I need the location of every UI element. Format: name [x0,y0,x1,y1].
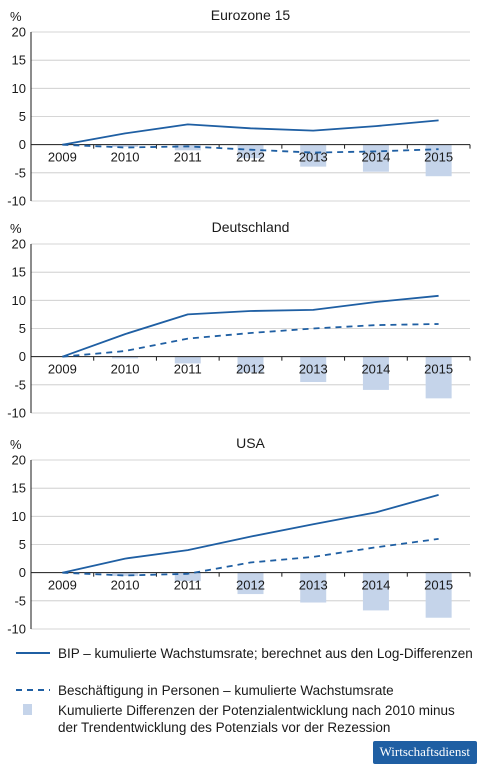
x-tick-label: 2015 [424,150,453,165]
y-axis-unit-label: % [10,437,22,452]
y-tick-label: 0 [19,349,26,364]
x-tick-label: 2014 [361,150,390,165]
potential-bar [237,144,264,159]
potential-bar [112,356,139,359]
x-tick-label: 2012 [236,578,265,593]
legend-item-potential: Kumulierte Differenzen der Potenzialentw… [16,702,476,736]
y-tick-label: 5 [19,321,26,336]
legend-dashed-line-symbol [16,682,50,699]
publisher-badge: Wirtschaftsdienst [372,741,477,764]
legend-label-bip: BIP – kumulierte Wachstumsrate; berechne… [58,646,473,661]
x-tick-label: 2010 [111,578,140,593]
y-tick-label: 0 [19,565,26,580]
legend-solid-line-symbol [16,645,50,662]
potential-bar [362,572,389,611]
potential-bar [112,572,139,577]
bip-series-line [62,119,439,146]
y-tick-label: 15 [12,53,26,68]
y-tick-label: 5 [19,109,26,124]
x-tick-label: 2010 [111,150,140,165]
x-tick-label: 2010 [111,362,140,377]
x-tick-label: 2012 [236,362,265,377]
x-tick-label: 2009 [48,578,77,593]
x-tick-label: 2014 [361,578,390,593]
x-tick-label: 2013 [299,150,328,165]
employment-series-line [62,538,439,577]
potential-bar [425,356,452,399]
y-axis-unit-label: % [10,9,22,24]
x-tick-label: 2011 [174,150,202,165]
y-tick-label: 10 [12,509,26,524]
y-axis-unit-label: % [10,221,22,236]
legend-bar-symbol [16,702,50,719]
chart-panel-3: USA% -10 -5 0 5 10 15 20 2009 2010 2011 2012 2013 201… [7,435,471,637]
x-tick-label: 2015 [424,578,453,593]
x-tick-label: 2013 [299,578,328,593]
potential-bar [425,572,452,618]
x-tick-label: 2009 [48,150,77,165]
x-tick-label: 2009 [48,362,77,377]
chart-title: Deutschland [212,219,290,235]
y-tick-label: 10 [12,293,26,308]
legend-label-potential: Kumulierte Differenzen der Potenzialentw… [58,703,455,735]
potential-bar [300,144,327,167]
y-tick-label: -5 [14,593,26,608]
chart-title: Eurozone 15 [211,7,291,23]
chart-panel-1: Eurozone 15% -10 -5 0 5 10 15 20 2009 2010 2011 201… [7,7,471,209]
potential-bar [174,144,201,151]
potential-bar [362,356,389,390]
x-tick-label: 2014 [361,362,390,377]
y-tick-label: 0 [19,137,26,152]
potential-bar [112,144,139,147]
employment-series-line [62,323,439,358]
y-tick-label: 5 [19,537,26,552]
chart-title: USA [236,435,265,451]
potential-bar [237,356,264,373]
y-tick-label: 20 [12,453,26,468]
bip-series-line [62,294,439,358]
bip-series-line [62,494,439,574]
potential-bar [174,356,201,364]
y-tick-label: -10 [7,622,26,637]
potential-bar [300,356,327,383]
y-tick-label: -10 [7,194,26,209]
y-tick-label: 15 [12,481,26,496]
y-tick-label: 20 [12,25,26,40]
x-tick-label: 2012 [236,150,265,165]
chart-panel-2: Deutschland% -10 -5 0 5 10 15 20 2009 2010 2011 201… [7,219,471,421]
y-tick-label: 20 [12,237,26,252]
x-tick-label: 2011 [174,362,202,377]
y-tick-label: 15 [12,265,26,280]
legend-label-employment: Beschäftigung in Personen – kumulierte W… [58,683,394,698]
x-tick-label: 2011 [174,578,202,593]
potential-bar [237,572,264,595]
x-tick-label: 2013 [299,362,328,377]
y-tick-label: -5 [14,377,26,392]
legend-item-employment: Beschäftigung in Personen – kumulierte W… [16,682,476,699]
potential-bar [300,572,327,603]
legend-item-bip: BIP – kumulierte Wachstumsrate; berechne… [16,645,476,662]
potential-bar [362,144,389,172]
y-tick-label: 10 [12,81,26,96]
y-tick-label: -10 [7,406,26,421]
y-tick-label: -5 [14,165,26,180]
x-tick-label: 2015 [424,362,453,377]
employment-series-line [62,143,439,154]
potential-bar [174,572,201,582]
